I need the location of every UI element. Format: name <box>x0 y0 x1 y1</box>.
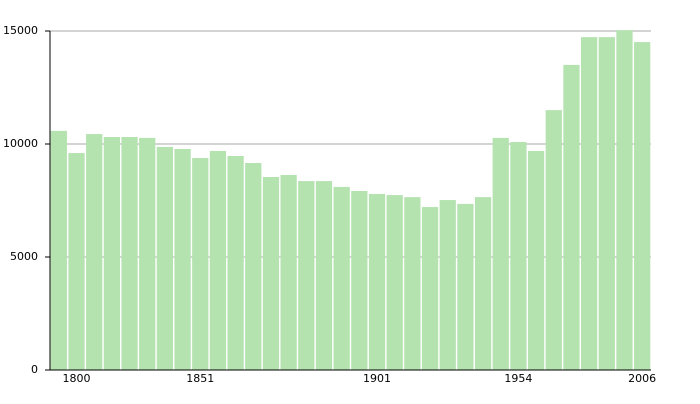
bar <box>298 181 315 370</box>
bar <box>545 110 562 370</box>
bar <box>492 137 509 370</box>
bar <box>386 195 403 370</box>
bar <box>245 162 262 370</box>
bar <box>174 148 191 370</box>
bar <box>404 197 421 370</box>
y-tick-label: 5000 <box>10 250 38 263</box>
bar <box>581 37 598 371</box>
x-tick-label: 2006 <box>628 372 656 385</box>
bar <box>315 181 333 370</box>
bar <box>262 176 280 370</box>
bar <box>139 137 156 370</box>
bar <box>457 203 474 370</box>
bar <box>563 64 580 371</box>
bar <box>227 155 244 370</box>
bar <box>368 193 386 370</box>
bar <box>474 197 492 370</box>
bar <box>50 130 67 370</box>
x-tick-label: 1800 <box>63 372 91 385</box>
bar <box>527 151 545 370</box>
bar <box>351 191 368 370</box>
bar <box>103 136 120 370</box>
bar <box>598 37 615 371</box>
bar <box>280 174 297 370</box>
bar <box>510 141 527 370</box>
x-tick-label: 1901 <box>363 372 391 385</box>
y-tick-label: 15000 <box>3 24 38 37</box>
bar <box>192 158 209 370</box>
bar <box>68 153 85 370</box>
bar <box>156 146 174 370</box>
y-tick-label: 10000 <box>3 137 38 150</box>
bar <box>616 30 633 370</box>
y-tick-label: 0 <box>31 363 38 376</box>
bar <box>421 207 439 370</box>
bar <box>439 200 456 370</box>
bar <box>121 136 138 370</box>
bar <box>86 134 103 370</box>
bar <box>333 186 350 370</box>
x-tick-label: 1954 <box>504 372 532 385</box>
bar <box>209 151 227 370</box>
bar <box>634 42 651 370</box>
x-tick-label: 1851 <box>186 372 214 385</box>
